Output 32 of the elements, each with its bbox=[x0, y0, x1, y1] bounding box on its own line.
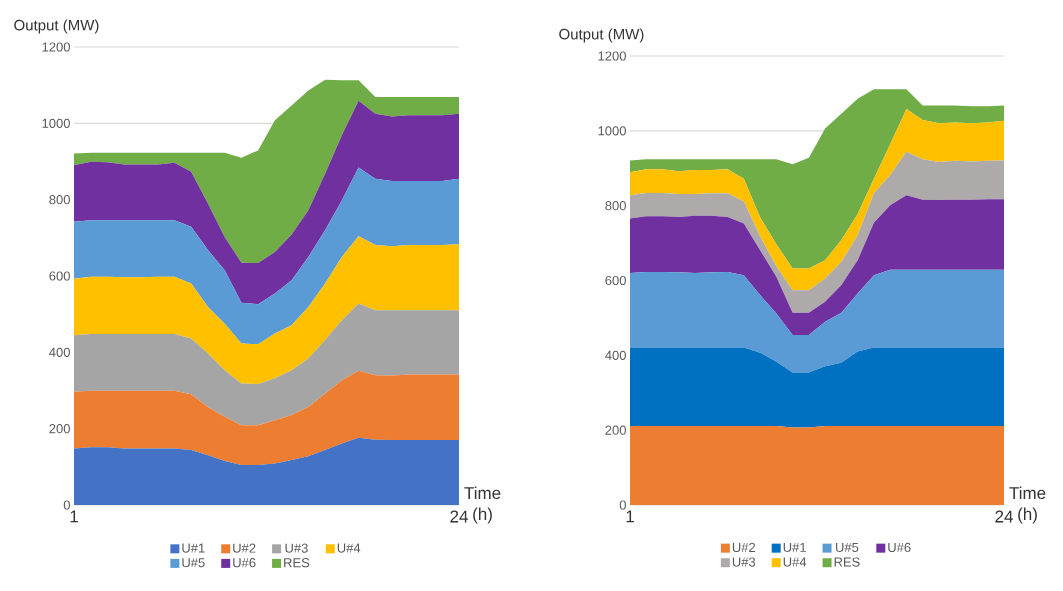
y-axis-title: Output (MW) bbox=[559, 28, 644, 43]
legend-label: U#6 bbox=[888, 542, 911, 553]
legend-label: U#6 bbox=[233, 558, 256, 568]
legend-label: U#2 bbox=[732, 542, 756, 553]
y-tick-label: 400 bbox=[49, 347, 70, 357]
legend-label: U#5 bbox=[182, 558, 205, 568]
legend-label: U#4 bbox=[337, 543, 361, 553]
y-tick-label: 1200 bbox=[598, 51, 626, 61]
y-tick-label: 600 bbox=[605, 275, 626, 286]
y-tick-label: 0 bbox=[63, 500, 70, 510]
y-axis-title: Output (MW) bbox=[14, 19, 99, 34]
legend-label: RES bbox=[834, 557, 860, 567]
legend-label: U#3 bbox=[285, 543, 308, 553]
x-tick-label: 1 bbox=[626, 510, 634, 523]
legend-label: U#1 bbox=[182, 543, 205, 553]
y-tick-label: 1000 bbox=[42, 118, 70, 128]
y-tick-label: 200 bbox=[605, 425, 626, 435]
y-tick-label: 400 bbox=[605, 350, 626, 360]
legend-label: RES bbox=[284, 558, 310, 568]
legend-label: U#3 bbox=[732, 557, 756, 567]
legend-label: U#1 bbox=[783, 542, 806, 552]
y-tick-label: 800 bbox=[49, 195, 70, 205]
y-tick-label: 200 bbox=[49, 424, 70, 434]
y-tick-label: 800 bbox=[605, 201, 626, 211]
y-tick-label: 1200 bbox=[42, 42, 70, 52]
x-tick-label: 1 bbox=[70, 510, 78, 523]
y-tick-label: 600 bbox=[49, 271, 70, 281]
legend-label: U#2 bbox=[233, 543, 256, 553]
legend-label: U#4 bbox=[783, 557, 807, 567]
y-tick-label: 0 bbox=[619, 500, 626, 510]
legend-label: U#5 bbox=[836, 542, 859, 552]
y-tick-label: 1000 bbox=[598, 126, 626, 136]
